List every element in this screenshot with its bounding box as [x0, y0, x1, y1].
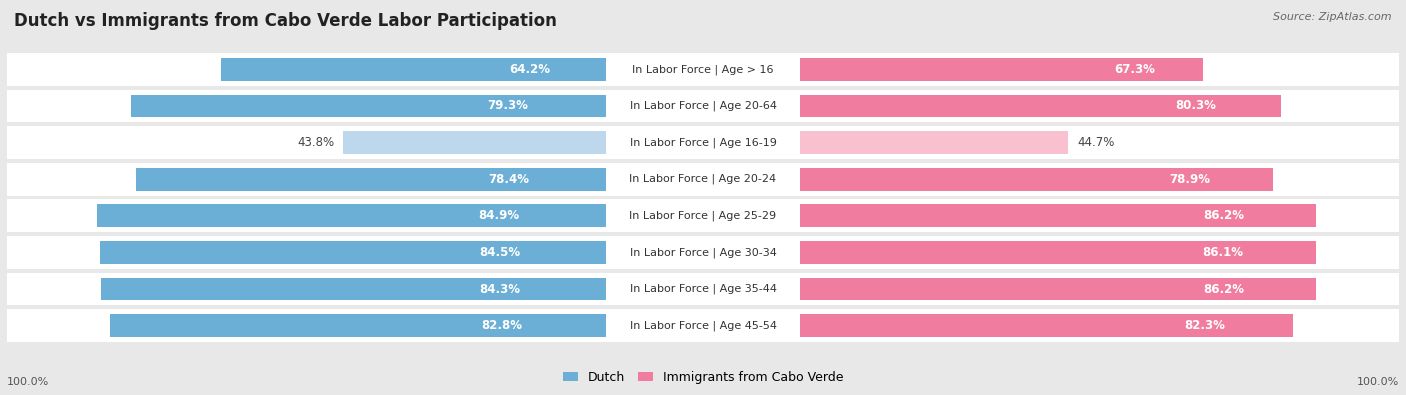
Bar — [7, 236, 606, 269]
Bar — [101, 278, 606, 300]
Bar — [7, 163, 606, 196]
Bar — [606, 126, 800, 159]
Text: In Labor Force | Age 20-24: In Labor Force | Age 20-24 — [630, 174, 776, 184]
Bar — [800, 53, 1399, 86]
Text: 84.9%: 84.9% — [478, 209, 520, 222]
Bar — [800, 314, 1294, 337]
Bar — [606, 90, 800, 122]
Bar — [800, 90, 1399, 122]
Text: In Labor Force | Age 20-64: In Labor Force | Age 20-64 — [630, 101, 776, 111]
Bar — [800, 309, 1399, 342]
Bar — [606, 163, 800, 196]
Text: 79.3%: 79.3% — [486, 100, 527, 113]
Text: 43.8%: 43.8% — [297, 136, 335, 149]
Bar — [606, 309, 800, 342]
Bar — [800, 163, 1399, 196]
Bar — [110, 314, 606, 337]
Text: 86.2%: 86.2% — [1204, 209, 1244, 222]
Bar — [800, 131, 1069, 154]
Bar — [800, 95, 1281, 117]
Bar — [800, 278, 1316, 300]
Text: 84.3%: 84.3% — [479, 282, 520, 295]
Text: 100.0%: 100.0% — [1357, 377, 1399, 387]
Bar — [7, 273, 606, 305]
Text: 78.4%: 78.4% — [488, 173, 529, 186]
Text: 44.7%: 44.7% — [1077, 136, 1115, 149]
Text: 86.2%: 86.2% — [1204, 282, 1244, 295]
Text: In Labor Force | Age 35-44: In Labor Force | Age 35-44 — [630, 284, 776, 294]
Bar — [606, 53, 800, 86]
Text: Source: ZipAtlas.com: Source: ZipAtlas.com — [1274, 12, 1392, 22]
Bar — [343, 131, 606, 154]
Bar — [606, 199, 800, 232]
Text: 100.0%: 100.0% — [7, 377, 49, 387]
Text: In Labor Force | Age > 16: In Labor Force | Age > 16 — [633, 64, 773, 75]
Bar — [7, 309, 606, 342]
Bar — [7, 126, 606, 159]
Text: 82.3%: 82.3% — [1185, 319, 1226, 332]
Bar — [606, 236, 800, 269]
Text: 78.9%: 78.9% — [1168, 173, 1209, 186]
Text: In Labor Force | Age 45-54: In Labor Force | Age 45-54 — [630, 320, 776, 331]
Text: 64.2%: 64.2% — [509, 63, 551, 76]
Bar — [7, 53, 606, 86]
Bar — [800, 58, 1204, 81]
Bar — [800, 241, 1316, 264]
Text: 82.8%: 82.8% — [482, 319, 523, 332]
Bar — [606, 273, 800, 305]
Bar — [7, 199, 606, 232]
Bar — [131, 95, 606, 117]
Bar — [800, 236, 1399, 269]
Text: In Labor Force | Age 30-34: In Labor Force | Age 30-34 — [630, 247, 776, 258]
Bar — [800, 205, 1316, 227]
Text: In Labor Force | Age 16-19: In Labor Force | Age 16-19 — [630, 137, 776, 148]
Bar — [100, 241, 606, 264]
Bar — [800, 273, 1399, 305]
Bar — [136, 168, 606, 190]
Text: 84.5%: 84.5% — [479, 246, 520, 259]
Bar — [221, 58, 606, 81]
Bar — [800, 199, 1399, 232]
Text: In Labor Force | Age 25-29: In Labor Force | Age 25-29 — [630, 211, 776, 221]
Text: 80.3%: 80.3% — [1175, 100, 1216, 113]
Bar — [97, 205, 606, 227]
Bar — [800, 126, 1399, 159]
Text: 67.3%: 67.3% — [1115, 63, 1156, 76]
Text: 86.1%: 86.1% — [1202, 246, 1243, 259]
Bar — [7, 90, 606, 122]
Legend: Dutch, Immigrants from Cabo Verde: Dutch, Immigrants from Cabo Verde — [558, 366, 848, 389]
Text: Dutch vs Immigrants from Cabo Verde Labor Participation: Dutch vs Immigrants from Cabo Verde Labo… — [14, 12, 557, 30]
Bar — [800, 168, 1272, 190]
